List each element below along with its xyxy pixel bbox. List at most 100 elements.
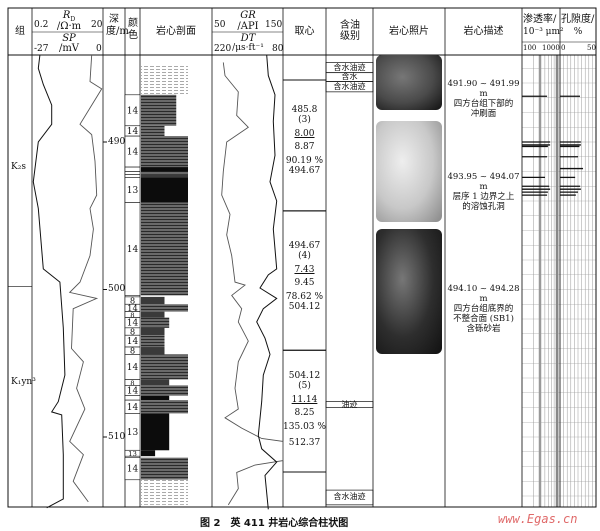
color-code-label: 14 — [127, 337, 139, 347]
dt-symbol: DT — [240, 33, 256, 44]
color-code-box — [124, 449, 141, 457]
description-line: 四方台组下部的 — [453, 98, 514, 109]
oil-grade-label: 含水油迹 — [333, 62, 366, 72]
rd-label: RD — [45, 10, 93, 25]
coring-drilled-length: 8.87 — [294, 142, 315, 153]
perm-label: 渗透率/ — [523, 14, 557, 25]
depth-tick-500: 500 — [108, 284, 126, 294]
coring-recovery: 78.62 % — [285, 291, 324, 302]
coring-top: 504.12 — [288, 371, 321, 382]
color-code-label: 8 — [130, 312, 134, 320]
color-code-label: 14 — [127, 403, 139, 413]
lithology-bed — [141, 327, 165, 336]
color-code-label: 8 — [130, 296, 135, 306]
lithology-bed — [141, 94, 177, 126]
color-code-box — [124, 395, 141, 401]
color-code-label: 8 — [130, 379, 134, 387]
color-code-box — [124, 457, 141, 481]
coring-run-number: (5) — [298, 381, 311, 392]
color-code-label: 14 — [127, 148, 139, 158]
lithology-bed — [141, 65, 188, 95]
lithology-bed — [141, 413, 170, 451]
dt-unit: /μs·ft⁻¹ — [232, 43, 264, 53]
rd-curve — [68, 54, 103, 503]
color-code-label: 14 — [127, 106, 139, 116]
gr-symbol: GR — [240, 10, 256, 21]
lithology-bed — [141, 395, 170, 401]
color-code-label: 14 — [127, 387, 139, 397]
oil-grade-box — [325, 401, 374, 408]
table-frame — [7, 7, 597, 508]
color-code-label: 14 — [127, 245, 139, 255]
lithology-bed — [141, 335, 165, 348]
core-photo — [376, 121, 442, 222]
color-code-label: 14 — [127, 127, 139, 137]
sp-min: -27 — [34, 44, 49, 54]
header-description: 岩心描述 — [463, 26, 504, 37]
perm-max: 1000 — [542, 44, 560, 52]
rd-unit: /Ω·m — [56, 21, 82, 32]
core-description: 493.95 ~ 494.07 m 层序 1 边界之上 的溶蚀孔洞 — [445, 172, 522, 212]
gr-min: 50 — [214, 20, 226, 30]
dt-min: 220 — [214, 44, 232, 54]
sp-max: 0 — [96, 44, 102, 54]
coring-drilled-length: 9.45 — [294, 277, 315, 288]
coring-recovered-length: 8.00 — [294, 129, 315, 140]
oil-grade-label: 含水油迹 — [333, 81, 366, 91]
color-code-label: 13 — [127, 186, 139, 196]
rd-max: 20 — [91, 20, 103, 30]
lithology-bed — [141, 177, 188, 203]
depth-tick-490: 490 — [108, 137, 126, 147]
description-line: 四方台组底界的 — [453, 303, 514, 314]
sp-unit: /mV — [58, 43, 80, 54]
gr-unit: /API — [237, 21, 259, 32]
coring-top: 485.8 — [291, 105, 318, 116]
color-code-box — [124, 166, 141, 172]
description-line: 层序 1 边界之上 — [452, 191, 515, 202]
lithology-bed — [141, 479, 188, 505]
color-code-box — [124, 174, 141, 178]
core-photo — [376, 54, 442, 110]
coring-top: 494.67 — [288, 240, 321, 251]
rd-sub: D — [70, 16, 76, 23]
core-description: 494.10 ~ 494.28 m 四方台组底界的 不整合面 (SB1) 含砾砂岩 — [445, 284, 522, 334]
header-color: 颜色 — [128, 18, 138, 41]
lithology-bed — [141, 296, 165, 305]
description-line: 493.95 ~ 494.07 m — [447, 171, 520, 192]
lithology-bed — [141, 136, 188, 168]
description-line: 491.90 ~ 491.99 m — [447, 78, 520, 99]
formation-k2s: K₂s — [11, 162, 26, 172]
color-code-label: 14 — [127, 303, 138, 313]
color-code-label: 13 — [128, 450, 137, 458]
coring-run: 485.8 (3) 8.00 8.87 90.19 % 494.67 — [283, 105, 326, 176]
lithology-bed — [141, 167, 188, 172]
lithology-bed — [141, 347, 165, 355]
oil-grade-box — [325, 489, 374, 506]
porosity-max: 50 — [587, 44, 596, 52]
lithology-bed — [141, 304, 188, 312]
header-coring: 取心 — [294, 26, 315, 37]
lithology-bed — [141, 125, 165, 137]
description-line: 不整合面 (SB1) — [453, 313, 514, 324]
gr-max: 150 — [265, 20, 283, 30]
dt-curve — [256, 54, 278, 510]
header-photo: 岩心照片 — [389, 26, 429, 37]
lithology-bed — [141, 450, 156, 457]
gr-curve — [221, 62, 284, 506]
color-code-label: 13 — [127, 428, 139, 438]
color-code-label: 14 — [127, 465, 139, 475]
description-line: 冲刷面 — [470, 108, 497, 119]
coring-run-number: (4) — [298, 250, 311, 261]
lithology-bed — [141, 354, 188, 380]
lithology-bed — [141, 202, 188, 296]
porosity-unit: % — [573, 27, 583, 37]
coring-recovery: 90.19 % — [285, 156, 324, 167]
porosity-label: 孔隙度/ — [561, 14, 595, 25]
oil-grade-label: 含水 — [341, 72, 358, 82]
formation-k1yn3: K₁yn³ — [11, 377, 36, 387]
sp-symbol: SP — [62, 33, 76, 44]
coring-recovered-length: 7.43 — [294, 264, 315, 275]
description-line: 含砾砂岩 — [466, 323, 501, 334]
color-code-label: 14 — [127, 319, 139, 329]
